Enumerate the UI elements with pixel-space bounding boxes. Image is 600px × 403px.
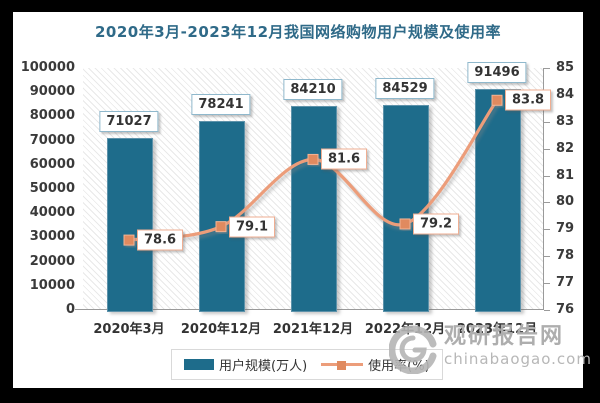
line-value-label: 81.6	[321, 148, 368, 170]
y-axis-label-left: 70000	[29, 132, 75, 148]
y-axis-label-right: 79	[556, 221, 575, 237]
y-axis-label-left: 40000	[29, 205, 75, 221]
right-axis-tick	[544, 256, 550, 258]
right-axis-tick	[544, 202, 550, 204]
legend-item-rate: 使用率(%)	[321, 355, 430, 374]
right-axis-tick	[544, 121, 550, 123]
bar	[107, 138, 153, 312]
legend-label-rate: 使用率(%)	[368, 359, 430, 374]
y-axis-label-right: 84	[556, 86, 575, 102]
y-axis-label-right: 77	[556, 275, 575, 291]
x-axis-label: 2020年3月	[93, 322, 165, 337]
line-point-marker	[491, 94, 503, 106]
x-axis-label: 2021年12月	[272, 322, 354, 337]
y-axis-label-right: 85	[556, 60, 575, 75]
y-axis-label-right: 76	[556, 302, 575, 317]
y-axis-label-right: 80	[556, 194, 575, 210]
bar-value-label: 84529	[375, 78, 435, 100]
line-value-label: 79.2	[413, 213, 460, 235]
line-point-marker	[123, 234, 135, 246]
line-value-label: 83.8	[505, 89, 552, 111]
right-axis-tick	[544, 175, 550, 177]
legend: 用户规模(万人) 使用率(%)	[171, 349, 443, 380]
usage-rate-line	[123, 94, 503, 246]
y-axis-label-right: 82	[556, 140, 575, 156]
watermark-domain: chinabaogao.com	[444, 350, 592, 368]
right-axis-tick	[544, 229, 550, 231]
y-axis-label-left: 20000	[29, 253, 75, 269]
legend-item-users: 用户规模(万人)	[184, 355, 307, 374]
legend-bar-swatch-icon	[184, 359, 214, 370]
y-axis-label-left: 90000	[29, 84, 75, 100]
y-axis-label-left: 100000	[20, 60, 75, 75]
bar-value-label: 91496	[467, 61, 527, 83]
y-axis-label-left: 0	[65, 302, 75, 317]
bar	[383, 105, 429, 312]
bar-value-label: 71027	[99, 111, 159, 133]
y-axis-label-left: 10000	[29, 277, 75, 293]
y-axis-label-left: 60000	[29, 156, 75, 172]
y-axis-label-left: 80000	[29, 108, 75, 124]
line-point-marker	[307, 153, 319, 165]
line-value-label: 79.1	[229, 216, 276, 238]
line-value-label: 78.6	[137, 229, 184, 251]
chart-title: 2020年3月-2023年12月我国网络购物用户规模及使用率	[94, 23, 502, 41]
bar-value-label: 78241	[191, 93, 251, 115]
legend-line-swatch-icon	[321, 359, 364, 370]
line-point-marker	[399, 218, 411, 230]
bar	[291, 106, 337, 312]
x-axis-label: 2022年12月	[364, 322, 446, 337]
bar-value-label: 84210	[283, 79, 343, 101]
y-axis-label-right: 81	[556, 167, 575, 183]
right-axis-tick	[544, 68, 550, 69]
right-y-axis-line	[543, 68, 544, 310]
chart-canvas: 2020年3月-2023年12月我国网络购物用户规模及使用率 0 10000 200…	[13, 12, 591, 388]
line-point-marker	[215, 221, 227, 233]
right-axis-tick	[544, 148, 550, 150]
right-axis-tick	[544, 283, 550, 285]
x-axis-label: 2020年12月	[180, 322, 262, 337]
y-axis-label-right: 78	[556, 248, 575, 264]
y-axis-label-left: 50000	[29, 181, 75, 196]
right-axis-tick	[544, 310, 550, 311]
y-axis-label-right: 83	[556, 113, 575, 129]
x-axis-label: 2023年12月	[456, 322, 538, 337]
legend-label-users: 用户规模(万人)	[219, 359, 308, 374]
y-axis-label-left: 30000	[29, 229, 75, 245]
